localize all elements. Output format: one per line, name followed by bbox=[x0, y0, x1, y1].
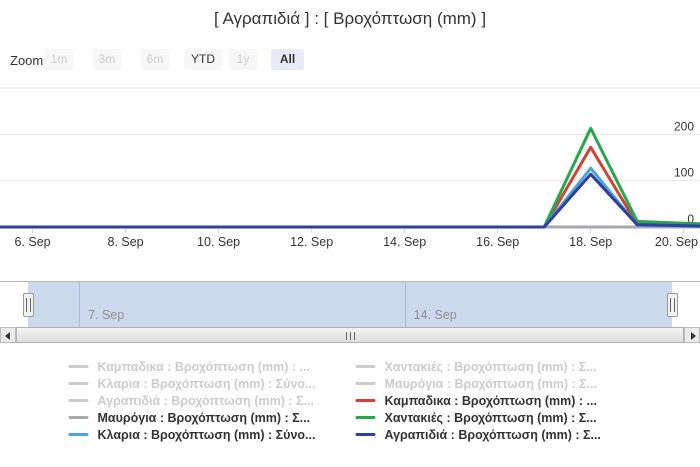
series-line bbox=[0, 172, 700, 229]
legend-item-label: Καμπαδικα : Βροχόπτωση (mm) : ... bbox=[384, 393, 597, 408]
series-marker-icon bbox=[355, 365, 376, 368]
scrollbar-right-arrow-icon[interactable] bbox=[684, 327, 700, 343]
x-axis-label: 12. Sep bbox=[290, 235, 333, 249]
legend-item[interactable]: Χαντακιές : Βροχόπτωση (mm) : Σ... bbox=[355, 359, 644, 374]
navigator[interactable]: 7. Sep 14. Sep bbox=[0, 281, 700, 327]
series-marker-icon bbox=[355, 416, 376, 419]
x-axis-label: 10. Sep bbox=[197, 235, 240, 249]
legend-item[interactable]: Αγραπιδιά : Βροχόπτωση (mm) : Σ... bbox=[355, 427, 644, 442]
navigator-gridline bbox=[79, 282, 81, 327]
legend-item[interactable]: Καμπαδικα : Βροχόπτωση (mm) : ... bbox=[57, 359, 356, 374]
legend-item[interactable]: Χαντακιές : Βροχόπτωση (mm) : Σ... bbox=[355, 410, 644, 425]
y-axis-label: 200 bbox=[674, 119, 694, 133]
rainfall-line-chart[interactable]: 6. Sep 8. Sep 10. Sep 12. Sep 14. Sep 16. Sep… bbox=[0, 80, 700, 255]
range-button-1m[interactable]: 1m bbox=[45, 49, 73, 70]
legend-item[interactable]: Κλαρια : Βροχόπτωση (mm) : Σύνο... bbox=[57, 376, 356, 391]
series-marker-icon bbox=[68, 382, 89, 385]
x-axis-label: 6. Sep bbox=[14, 235, 50, 249]
navigator-gridline bbox=[404, 282, 406, 327]
y-axis-label: 100 bbox=[674, 166, 694, 180]
legend: Καμπαδικα : Βροχόπτωση (mm) : ... Χαντακ… bbox=[57, 359, 644, 442]
range-button-6m[interactable]: 6m bbox=[141, 49, 169, 70]
scrollbar-grip-icon bbox=[346, 332, 355, 340]
range-button-all[interactable]: All bbox=[271, 49, 304, 70]
range-button-1y[interactable]: 1y bbox=[229, 49, 257, 70]
navigator-right-handle[interactable] bbox=[667, 293, 678, 317]
scrollbar[interactable] bbox=[0, 327, 700, 343]
series-marker-icon bbox=[355, 433, 376, 436]
x-axis-label: 14. Sep bbox=[383, 235, 426, 249]
legend-item-label: Αγραπιδιά : Βροχόπτωση (mm) : Σ... bbox=[97, 393, 314, 408]
series-marker-icon bbox=[355, 382, 376, 385]
series-marker-icon bbox=[68, 416, 89, 419]
series-marker-icon bbox=[68, 433, 89, 436]
navigator-selected-range[interactable] bbox=[28, 282, 672, 327]
legend-item[interactable]: Μαυρόγια : Βροχόπτωση (mm) : Σ... bbox=[355, 376, 644, 391]
series-marker-icon bbox=[68, 399, 89, 402]
series-marker-icon bbox=[68, 365, 89, 368]
legend-item-label: Χαντακιές : Βροχόπτωση (mm) : Σ... bbox=[384, 359, 597, 374]
legend-item-label: Κλαρια : Βροχόπτωση (mm) : Σύνο... bbox=[97, 427, 316, 442]
range-button-ytd[interactable]: YTD bbox=[184, 49, 222, 70]
x-axis-label: 8. Sep bbox=[108, 235, 144, 249]
series-line bbox=[0, 145, 700, 229]
legend-item-label: Κλαρια : Βροχόπτωση (mm) : Σύνο... bbox=[97, 376, 316, 391]
legend-item[interactable]: Κλαρια : Βροχόπτωση (mm) : Σύνο... bbox=[57, 427, 356, 442]
series-marker-icon bbox=[355, 399, 376, 402]
scrollbar-left-arrow-icon[interactable] bbox=[0, 327, 16, 343]
legend-item-label: Μαυρόγια : Βροχόπτωση (mm) : Σ... bbox=[97, 410, 311, 425]
legend-item-label: Χαντακιές : Βροχόπτωση (mm) : Σ... bbox=[384, 410, 597, 425]
legend-item-label: Αγραπιδιά : Βροχόπτωση (mm) : Σ... bbox=[384, 427, 601, 442]
x-axis-label: 16. Sep bbox=[476, 235, 519, 249]
zoom-label: Zoom bbox=[10, 53, 44, 68]
x-axis-label: 20. Sep bbox=[655, 235, 698, 249]
legend-item[interactable]: Αγραπιδιά : Βροχόπτωση (mm) : Σ... bbox=[57, 393, 356, 408]
legend-item[interactable]: Μαυρόγια : Βροχόπτωση (mm) : Σ... bbox=[57, 410, 356, 425]
navigator-left-handle[interactable] bbox=[23, 293, 34, 317]
y-axis-label: 0 bbox=[687, 212, 694, 226]
x-axis-label: 18. Sep bbox=[569, 235, 612, 249]
legend-item-label: Μαυρόγια : Βροχόπτωση (mm) : Σ... bbox=[384, 376, 598, 391]
scrollbar-thumb[interactable] bbox=[16, 327, 684, 343]
range-button-3m[interactable]: 3m bbox=[93, 49, 121, 70]
navigator-axis-label: 14. Sep bbox=[413, 308, 457, 322]
legend-item[interactable]: Καμπαδικα : Βροχόπτωση (mm) : ... bbox=[355, 393, 644, 408]
navigator-axis-label: 7. Sep bbox=[88, 308, 125, 322]
legend-item-label: Καμπαδικα : Βροχόπτωση (mm) : ... bbox=[97, 359, 310, 374]
chart-title: [ Αγραπιδιά ] : [ Βροχόπτωση (mm) ] bbox=[213, 9, 487, 28]
